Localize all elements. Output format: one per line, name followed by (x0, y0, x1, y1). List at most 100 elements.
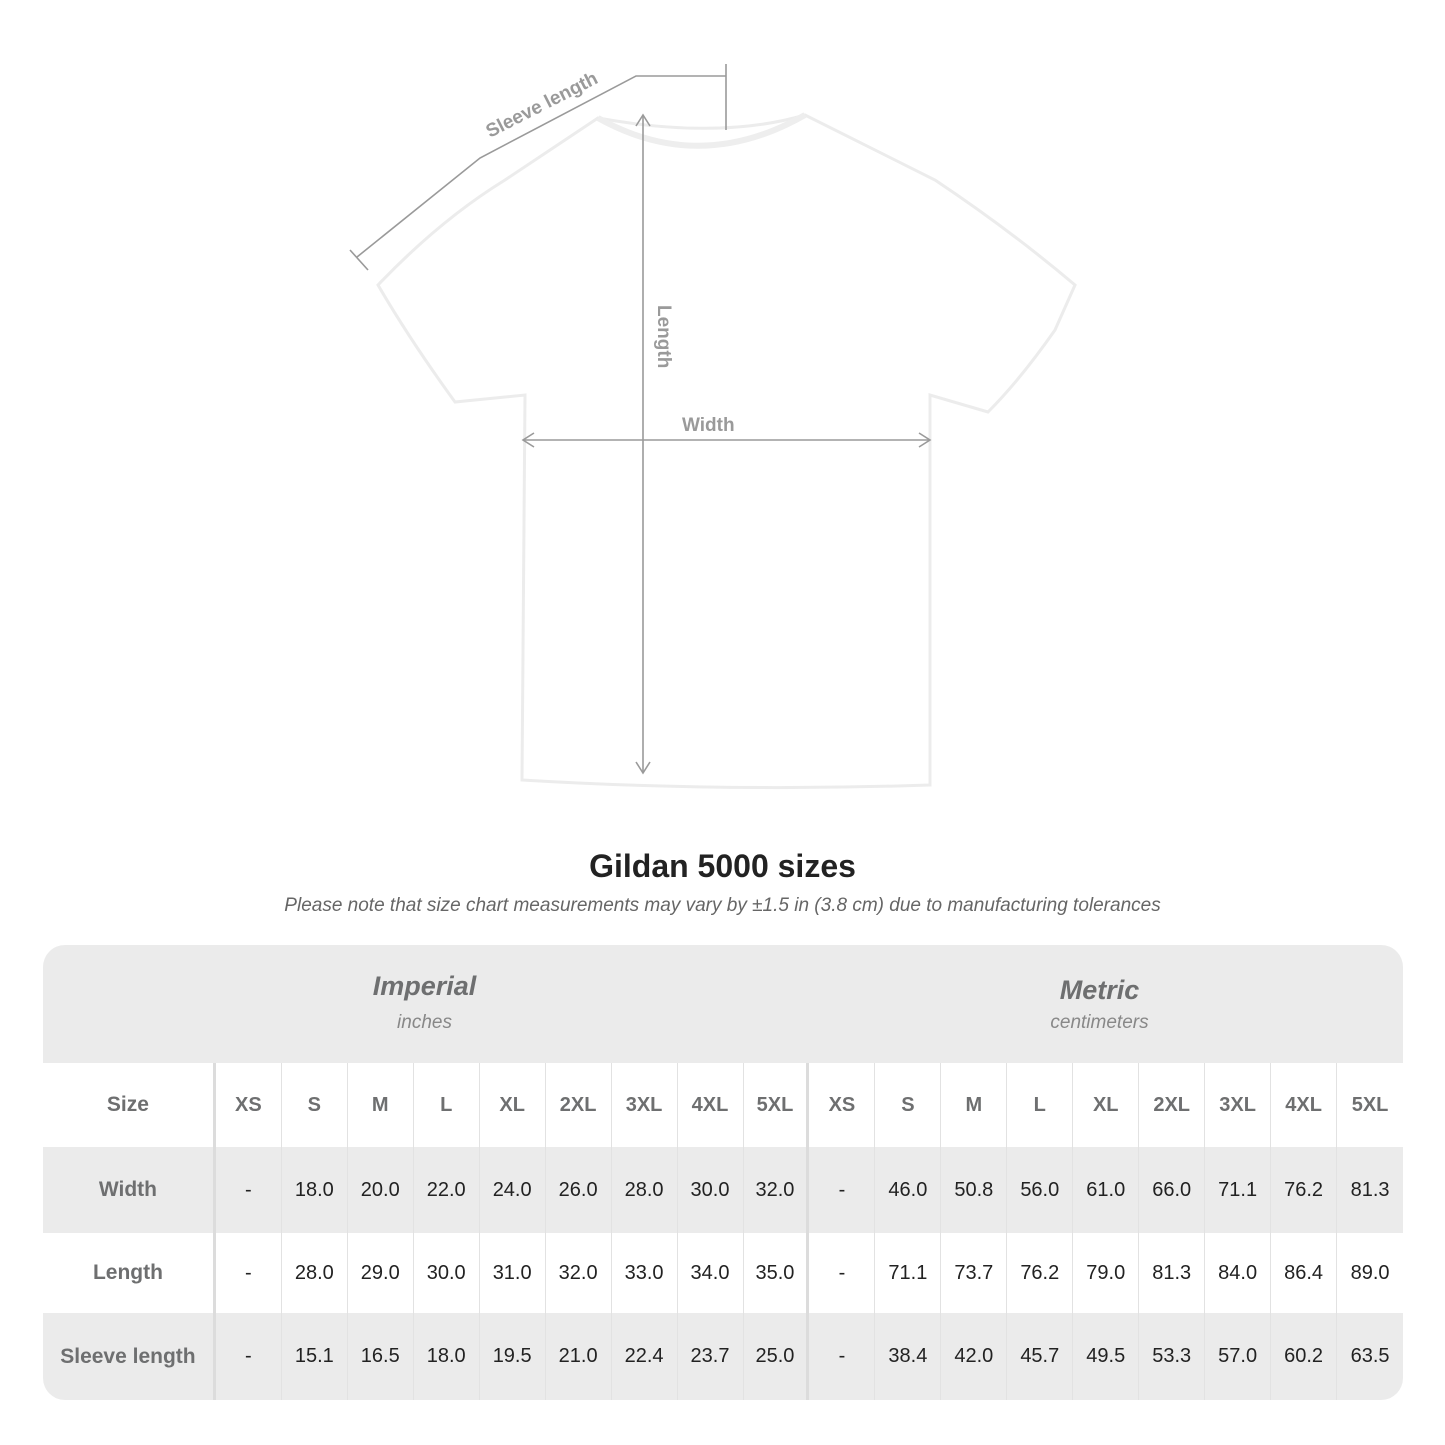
imperial-value-cell: 18.0 (282, 1147, 348, 1233)
table-row: Width -18.0 20.0 22.0 24.0 26.0 28.0 30.0 32.0-4… (43, 1147, 1403, 1233)
metric-value-cell: - (809, 1147, 876, 1233)
metric-value-cell: 60.2 (1271, 1313, 1338, 1400)
row-label: Size (43, 1063, 216, 1147)
imperial-header: Imperial inches (43, 945, 810, 1063)
imperial-value-cell: 31.0 (480, 1233, 546, 1313)
size-header-cell: L (1007, 1063, 1074, 1147)
collar (596, 112, 807, 149)
table-row: Sleeve length -15.1 16.5 18.0 19.5 21.0 22.4 23… (43, 1313, 1403, 1400)
size-header-cell: 2XL (546, 1063, 612, 1147)
tolerance-note: Please note that size chart measurements… (284, 895, 1161, 916)
size-header-cell: S (282, 1063, 348, 1147)
width-label: Width (682, 415, 735, 436)
page-title: Gildan 5000 sizes (589, 848, 856, 884)
metric-value-cell: 84.0 (1205, 1233, 1272, 1313)
metric-header: Metric centimeters (810, 945, 1403, 1063)
metric-value-cell: 49.5 (1073, 1313, 1140, 1400)
imperial-value-cell: 26.0 (546, 1147, 612, 1233)
row-label: Length (43, 1233, 216, 1313)
metric-value-cell: 57.0 (1205, 1313, 1272, 1400)
imperial-value-cell: 33.0 (612, 1233, 678, 1313)
metric-value-cell: 73.7 (941, 1233, 1008, 1313)
size-header-cell: XL (480, 1063, 546, 1147)
imperial-value-cell: 34.0 (678, 1233, 744, 1313)
imperial-value-cell: 24.0 (480, 1147, 546, 1233)
length-arrow-bottom (635, 761, 651, 775)
sleeve-length-end (349, 249, 369, 271)
size-header-cell: 2XL (1139, 1063, 1206, 1147)
table-row: Length -28.0 29.0 30.0 31.0 32.0 33.0 34.0 35.0-… (43, 1233, 1403, 1313)
imperial-unit: inches (397, 1012, 452, 1033)
metric-value-cell: 76.2 (1007, 1233, 1074, 1313)
imperial-value-cell: 19.5 (480, 1313, 546, 1400)
metric-value-cell: 66.0 (1139, 1147, 1206, 1233)
tshirt-illustration (376, 113, 1077, 790)
imperial-value-cell: - (216, 1233, 282, 1313)
size-header-cell: 3XL (1205, 1063, 1272, 1147)
imperial-value-cell: 32.0 (744, 1147, 810, 1233)
size-header-cell: M (348, 1063, 414, 1147)
sleeve-length-line (356, 75, 726, 258)
size-header-cell: XS (809, 1063, 876, 1147)
metric-value-cell: 81.3 (1350, 1178, 1390, 1201)
row-label: Width (43, 1147, 216, 1233)
size-header-cell: 3XL (612, 1063, 678, 1147)
metric-value-cell: 53.3 (1139, 1313, 1206, 1400)
size-header-cell: M (941, 1063, 1008, 1147)
metric-value-cell: 86.4 (1271, 1233, 1338, 1313)
metric-value-cell: 45.7 (1007, 1313, 1074, 1400)
metric-value-cell: - (809, 1313, 876, 1400)
metric-value-cell: 50.8 (941, 1147, 1008, 1233)
imperial-title: Imperial (372, 971, 477, 1001)
metric-value-cell: 46.0 (875, 1147, 942, 1233)
imperial-value-cell: - (216, 1313, 282, 1400)
size-header-cell: 5XL (1351, 1093, 1389, 1116)
imperial-value-cell: 25.0 (744, 1313, 810, 1400)
imperial-value-cell: 32.0 (546, 1233, 612, 1313)
size-header-cell: XL (1073, 1063, 1140, 1147)
size-header-cell: 4XL (1271, 1063, 1338, 1147)
metric-value-cell: 71.1 (875, 1233, 942, 1313)
imperial-value-cell: 22.0 (414, 1147, 480, 1233)
width-arrow-right (918, 432, 932, 448)
metric-value-cell: 89.0 (1350, 1261, 1390, 1284)
imperial-value-cell: 22.4 (612, 1313, 678, 1400)
imperial-value-cell: - (216, 1147, 282, 1233)
imperial-value-cell: 35.0 (744, 1233, 810, 1313)
length-label: Length (653, 305, 674, 368)
metric-value-cell: 76.2 (1271, 1147, 1338, 1233)
imperial-value-cell: 23.7 (678, 1313, 744, 1400)
imperial-value-cell: 30.0 (678, 1147, 744, 1233)
tshirt-diagram: Sleeve length Length Width (349, 64, 1077, 790)
metric-value-cell: 79.0 (1073, 1233, 1140, 1313)
imperial-value-cell: 16.5 (348, 1313, 414, 1400)
metric-value-cell: 61.0 (1073, 1147, 1140, 1233)
width-arrow-left (521, 432, 535, 448)
imperial-value-cell: 21.0 (546, 1313, 612, 1400)
size-table: Imperial inches Metric centimeters Size X… (43, 945, 1403, 1400)
row-label: Sleeve length (43, 1313, 216, 1400)
imperial-value-cell: 28.0 (612, 1147, 678, 1233)
imperial-value-cell: 28.0 (282, 1233, 348, 1313)
imperial-value-cell: 15.1 (282, 1313, 348, 1400)
metric-value-cell: 56.0 (1007, 1147, 1074, 1233)
metric-value-cell: 63.5 (1350, 1345, 1390, 1367)
metric-value-cell: - (809, 1233, 876, 1313)
imperial-value-cell: 18.0 (414, 1313, 480, 1400)
metric-value-cell: 42.0 (941, 1313, 1008, 1400)
metric-unit: centimeters (1050, 1012, 1149, 1033)
size-header-cell: L (414, 1063, 480, 1147)
length-arrow-top (635, 113, 651, 127)
metric-value-cell: 71.1 (1205, 1147, 1272, 1233)
metric-title: Metric (1059, 975, 1140, 1005)
imperial-value-cell: 29.0 (348, 1233, 414, 1313)
size-header-cell: XS (216, 1063, 282, 1147)
metric-value-cell: 81.3 (1139, 1233, 1206, 1313)
imperial-value-cell: 20.0 (348, 1147, 414, 1233)
size-header-cell: 4XL (678, 1063, 744, 1147)
imperial-value-cell: 30.0 (414, 1233, 480, 1313)
size-header-row: Size XS S M L XL 2XL 3XL 4XL 5XL XS S M L XL 2XL 3XL 4XL 5… (43, 1063, 1403, 1147)
size-header-cell: S (875, 1063, 942, 1147)
size-header-cell: 5XL (744, 1063, 810, 1147)
metric-value-cell: 38.4 (875, 1313, 942, 1400)
